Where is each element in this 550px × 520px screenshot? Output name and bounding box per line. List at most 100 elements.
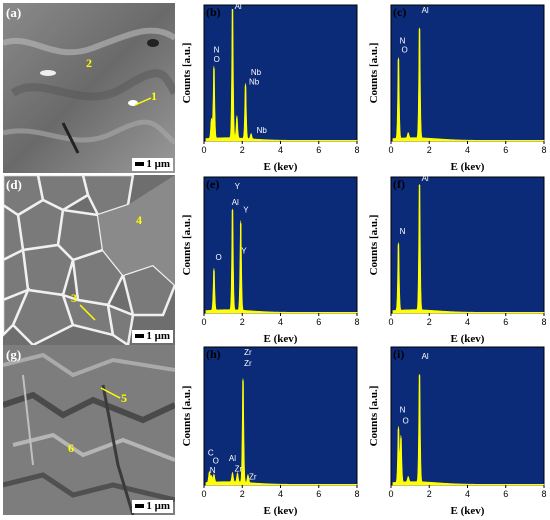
peak-label: Zr xyxy=(244,359,252,368)
y-axis-label: Counts [a.u.] xyxy=(181,43,193,104)
x-tick-label: 2 xyxy=(240,145,245,155)
peak-label: Y xyxy=(241,247,247,256)
marker-5-arrow xyxy=(100,387,121,399)
x-tick-label: 4 xyxy=(278,489,283,499)
peak-label: Nb xyxy=(249,77,260,86)
x-axis-label: E (kev) xyxy=(451,161,485,173)
sem-image-d: (d) 3 4 1 μm xyxy=(3,175,175,345)
x-tick-label: 8 xyxy=(541,317,546,327)
peak-label: Nb xyxy=(257,126,268,135)
x-tick-label: 8 xyxy=(541,145,546,155)
marker-1: 1 xyxy=(151,89,157,103)
y-axis-label: Counts [a.u.] xyxy=(181,215,193,276)
peak-label: Nb xyxy=(251,68,262,77)
peak-label: Y xyxy=(235,182,241,191)
y-axis-label: Counts [a.u.] xyxy=(181,386,193,447)
x-tick-label: 4 xyxy=(278,317,283,327)
panel-label: (b) xyxy=(206,5,221,19)
peak-label: Al xyxy=(235,3,242,11)
panel-label: (a) xyxy=(6,5,22,20)
peak-label: N xyxy=(210,466,216,475)
panel-label: (d) xyxy=(6,177,22,192)
x-tick-label: 0 xyxy=(388,317,393,327)
plot-area xyxy=(203,346,358,486)
x-tick-label: 2 xyxy=(427,145,432,155)
y-axis-label: Counts [a.u.] xyxy=(368,386,380,447)
scale-bar: 1 μm xyxy=(132,158,173,171)
y-axis-label: Counts [a.u.] xyxy=(368,43,380,104)
marker-6: 6 xyxy=(68,441,74,455)
marker-3: 3 xyxy=(71,291,77,305)
peak-label: Al xyxy=(232,198,239,207)
x-tick-label: 6 xyxy=(503,145,508,155)
marker-3-arrow xyxy=(79,304,96,321)
peak-label: O xyxy=(215,253,221,262)
panel-label: (g) xyxy=(6,347,22,362)
panel-label: (i) xyxy=(393,347,404,361)
peak-label: Zr xyxy=(235,465,243,474)
peak-label: C xyxy=(208,449,214,458)
sem-image-g: (g) 5 6 1 μm xyxy=(3,345,175,515)
x-tick-label: 8 xyxy=(541,489,546,499)
x-axis-label: E (kev) xyxy=(451,505,485,517)
peak-label: O xyxy=(214,55,220,64)
peak-label: Al xyxy=(422,6,429,15)
x-tick-label: 4 xyxy=(278,145,283,155)
plot-area xyxy=(390,4,545,142)
sem-image-a: (a) 1 2 1 μm xyxy=(3,3,175,173)
peak-label: O xyxy=(213,457,219,466)
x-tick-label: 0 xyxy=(388,489,393,499)
x-tick-label: 0 xyxy=(388,145,393,155)
x-tick-label: 0 xyxy=(201,317,206,327)
plot-area xyxy=(390,346,545,486)
peak-label: N xyxy=(214,46,220,55)
x-tick-label: 2 xyxy=(240,489,245,499)
x-tick-label: 0 xyxy=(201,145,206,155)
peak-label: Al xyxy=(422,175,429,183)
plot-area xyxy=(390,176,545,314)
marker-2: 2 xyxy=(86,56,92,70)
x-tick-label: 4 xyxy=(465,317,470,327)
plot-area xyxy=(203,176,358,314)
chart-svg: 0 2 4 6 8 NO Al (c) E (kev) Counts [a.u.] xyxy=(368,4,547,173)
eds-chart-i: 0 2 4 6 8 N O Al (i) E (kev) Counts [a.u.] xyxy=(365,345,550,517)
peak-label: Zr xyxy=(244,348,252,357)
eds-chart-c: 0 2 4 6 8 N O Al (c) E (kev) Counts [a.u.] xyxy=(365,3,550,173)
eds-chart-e: 0 2 4 6 8 O Y Al Y Y (e) E (kev) Counts [a.u.] xyxy=(178,175,363,345)
peak-label: Al xyxy=(422,352,429,361)
spectrum-area xyxy=(392,373,545,486)
eds-chart-f: 0 2 4 6 8 N Al (f) E (kev) Counts [a.u.] xyxy=(365,175,550,345)
spectrum-area xyxy=(205,9,358,142)
eds-chart-h: 0 2 4 6 8 Zr Zr C O N Al Zr Zr (h) E (kev) Counts [a.u.… xyxy=(178,345,363,517)
x-axis-label: E (kev) xyxy=(451,333,485,345)
x-tick-label: 0 xyxy=(201,489,206,499)
marker-1-arrow xyxy=(134,97,152,106)
x-tick-label: 4 xyxy=(465,489,470,499)
chart-svg: 0 2 4 6 8 NO Al (i) E (kev) Counts [a.u.] xyxy=(368,346,547,517)
x-tick-label: 8 xyxy=(354,489,359,499)
x-tick-label: 2 xyxy=(240,317,245,327)
peak-label: N xyxy=(400,227,406,236)
x-tick-label: 8 xyxy=(354,317,359,327)
panel-label: (h) xyxy=(206,347,221,361)
peak-label: Y xyxy=(243,206,249,215)
x-tick-label: 6 xyxy=(316,489,321,499)
peak-label: O xyxy=(402,416,408,425)
chart-svg: 0 2 4 6 8 Zr Zr CON Al Zr Zr (h) E (kev) Counts [a.u.… xyxy=(181,346,360,517)
peak-label: Al xyxy=(229,454,236,463)
y-axis-label: Counts [a.u.] xyxy=(368,215,380,276)
peak-label: Zr xyxy=(249,473,257,482)
chart-svg: 0 2 4 6 8 N Al (f) E (kev) Counts [a.u.] xyxy=(368,175,547,345)
eds-chart-b: 0 2 4 6 8 N O Al Nb Nb Nb (b) E (kev) Counts [a.u.] xyxy=(178,3,363,173)
spectrum-area xyxy=(392,27,545,142)
x-axis-label: E (kev) xyxy=(264,505,298,517)
x-tick-label: 6 xyxy=(503,317,508,327)
x-tick-label: 6 xyxy=(316,317,321,327)
x-tick-label: 2 xyxy=(427,317,432,327)
marker-4: 4 xyxy=(136,213,142,227)
peak-label: O xyxy=(402,46,408,55)
spectrum-area xyxy=(392,184,545,314)
scale-bar: 1 μm xyxy=(132,500,173,513)
x-axis-label: E (kev) xyxy=(264,333,298,345)
